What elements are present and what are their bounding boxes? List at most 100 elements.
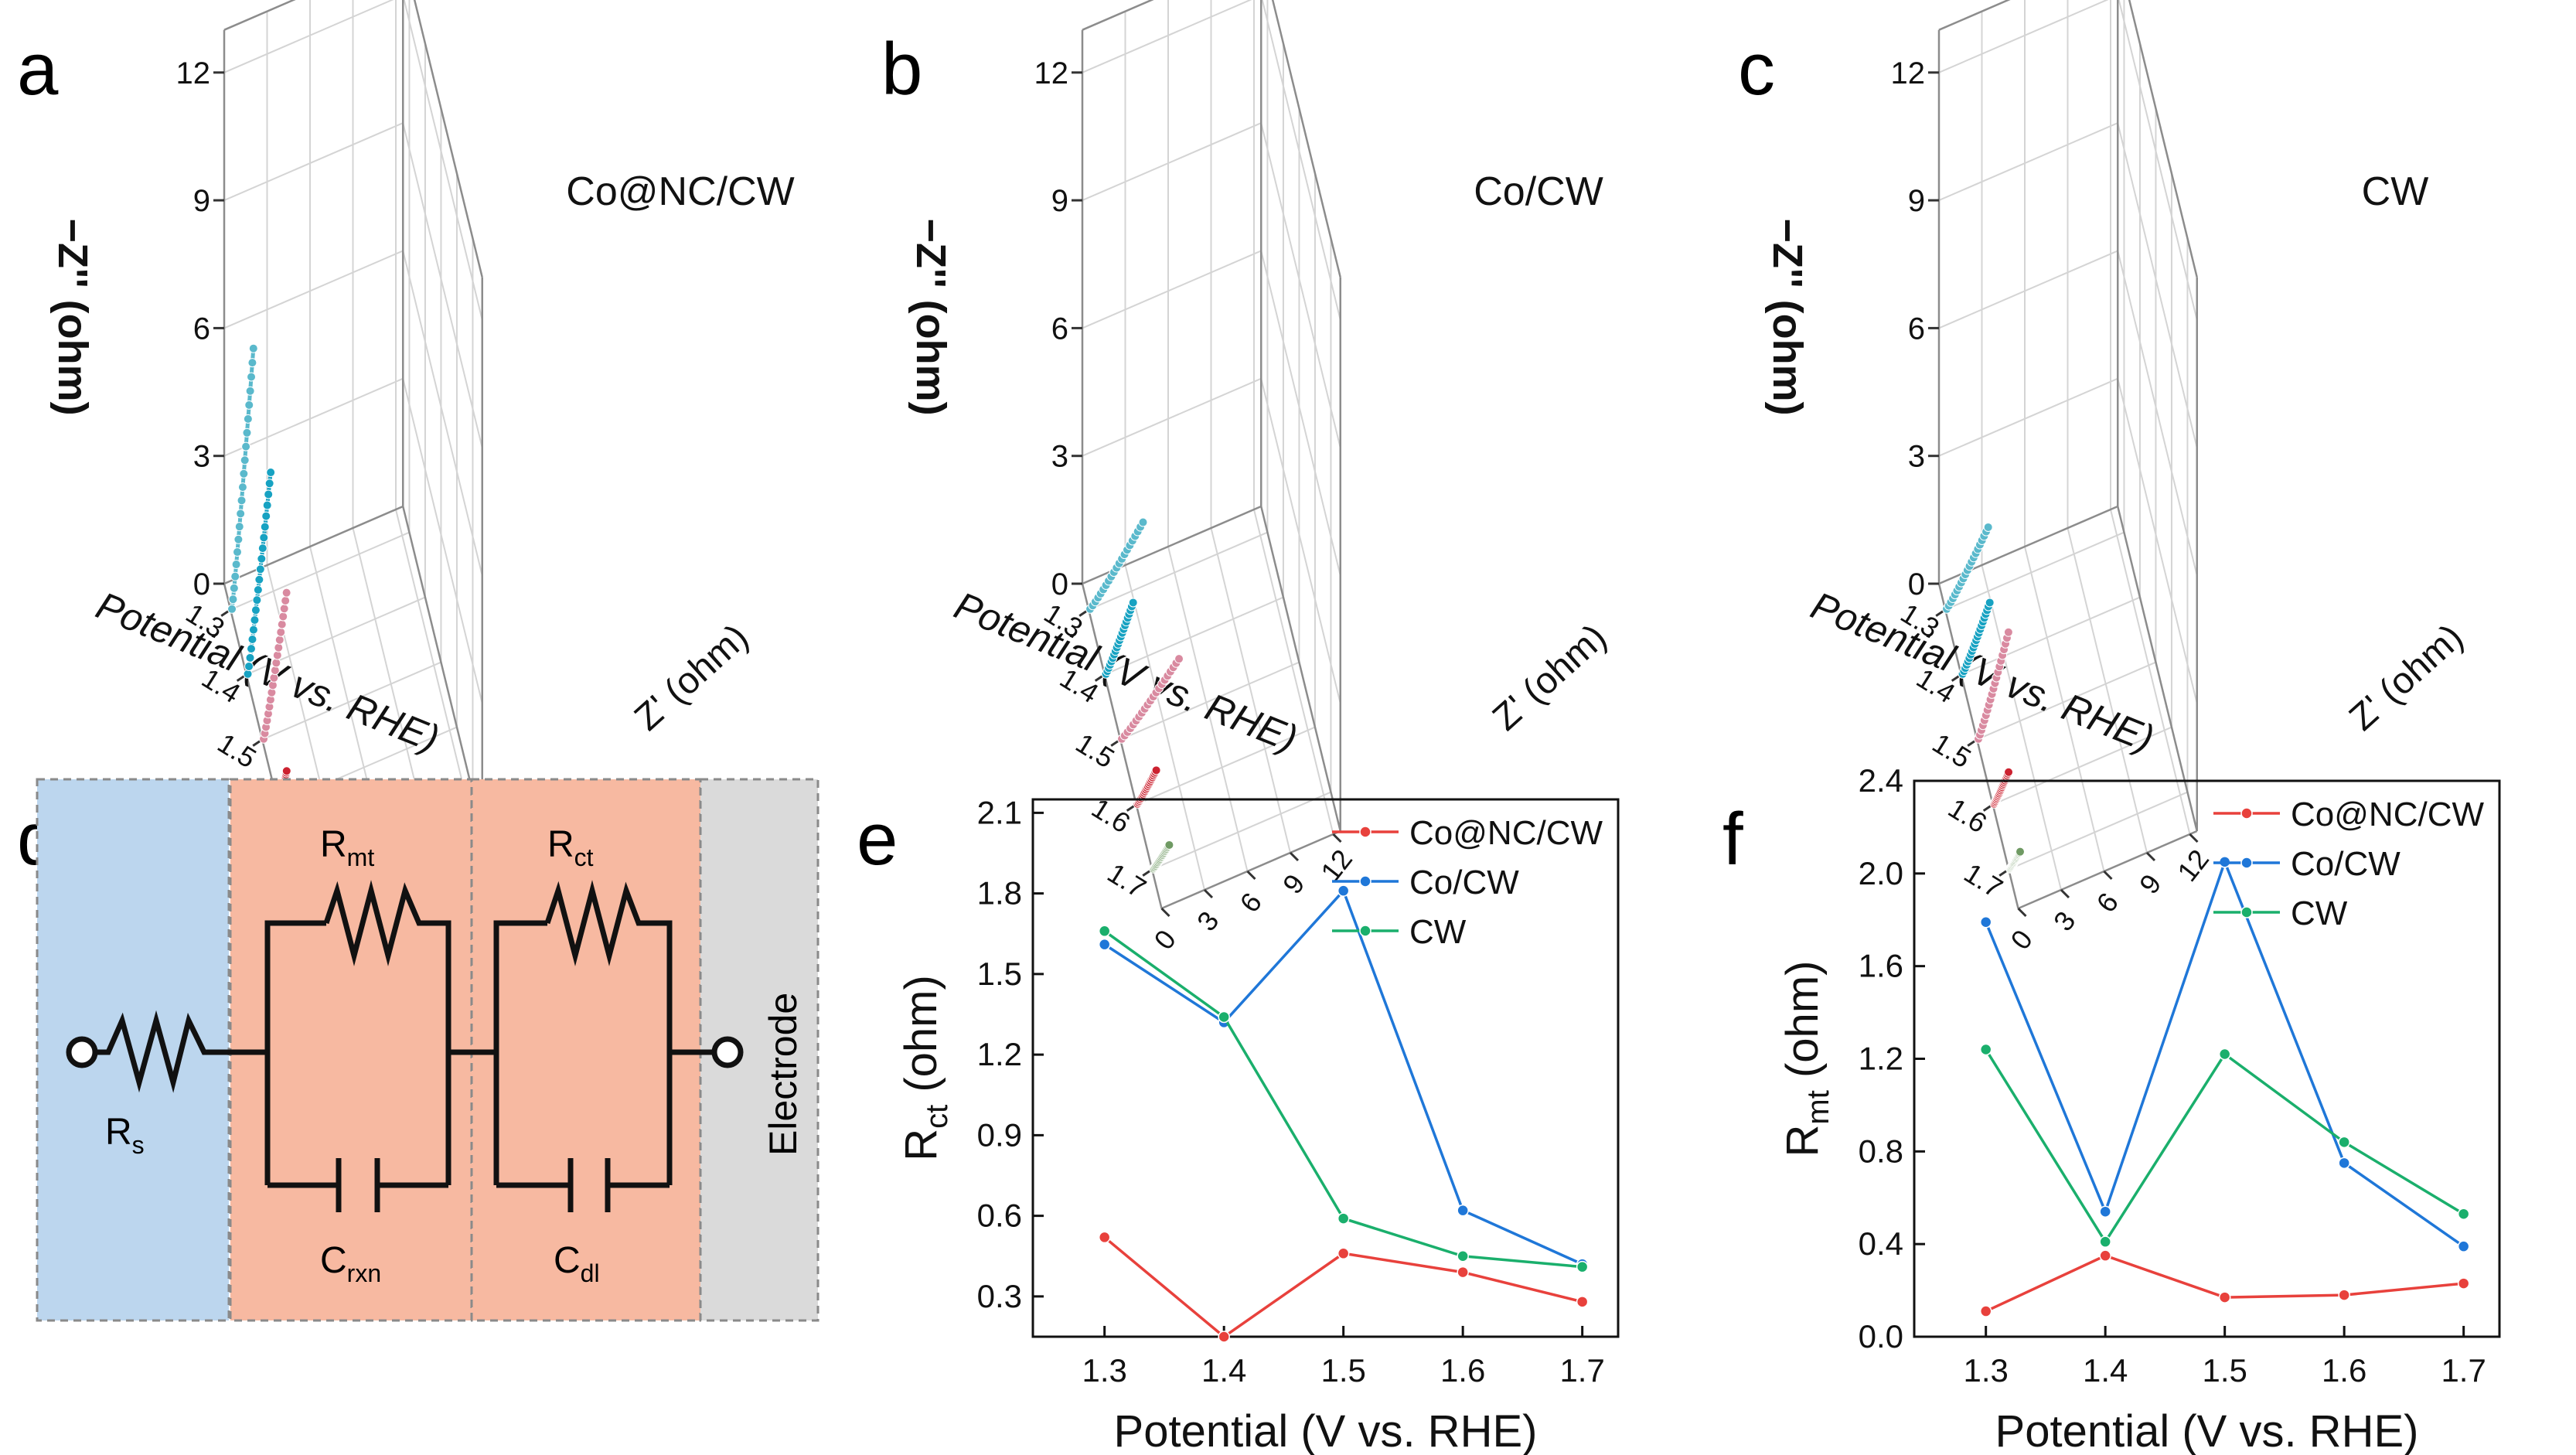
z-tick-label: 3	[1051, 440, 1068, 474]
rmt-label: Rmt	[320, 824, 374, 871]
panel-letter-c: c	[1738, 28, 1775, 111]
nyquist-point	[257, 554, 267, 564]
nyquist-point	[1164, 840, 1174, 850]
z-tick-label: 12	[1034, 56, 1069, 90]
grid-line	[1253, 509, 1334, 835]
z-tick-label: 12	[1891, 56, 1926, 90]
axis-box-edge	[1082, 505, 1262, 585]
grid-line	[1124, 564, 1205, 891]
data-point	[1098, 1231, 1111, 1244]
grid-line	[2117, 250, 2198, 576]
nyquist-point	[237, 482, 247, 492]
x-axis-title: Potential (V vs. RHE)	[1114, 1406, 1538, 1455]
data-point	[2457, 1208, 2470, 1220]
nyquist-point	[1138, 517, 1148, 527]
nyquist-point	[252, 595, 262, 605]
x-tick-label: 1.3	[1963, 1352, 2008, 1389]
nyquist-point	[250, 615, 260, 625]
zreal-tick-label: 6	[1233, 887, 1268, 918]
grid-line	[402, 250, 483, 576]
nyquist-point	[260, 522, 270, 532]
y-axis-title: Rct (ohm)	[896, 975, 954, 1161]
electrode-label: Electrode	[762, 993, 805, 1156]
zreal-tick-mark	[2060, 888, 2070, 899]
nyquist-point	[281, 595, 291, 605]
legend-marker	[2240, 807, 2253, 820]
x-tick-label: 1.7	[2441, 1352, 2486, 1389]
nyquist-point	[262, 500, 272, 510]
zreal-tick-mark	[1203, 888, 1214, 899]
data-point	[2099, 1235, 2111, 1248]
data-point	[2099, 1249, 2111, 1262]
grid-line	[261, 661, 441, 741]
nyquist-point	[2004, 767, 2014, 777]
legend-marker	[2240, 906, 2253, 918]
grid-line	[1992, 726, 2172, 806]
nyquist-point	[1128, 598, 1138, 608]
data-point	[1098, 938, 1111, 951]
nyquist-point	[281, 588, 291, 598]
nyquist-point	[259, 533, 269, 543]
zreal-tick-label: 0	[1147, 924, 1182, 956]
zreal-tick-label: 12	[2171, 843, 2215, 888]
z-tick-label: 6	[193, 312, 210, 346]
nyquist-point	[264, 479, 274, 489]
legend-marker	[1359, 925, 1371, 937]
potential-tick-label: 1.5	[1071, 727, 1120, 774]
axis-box-edge	[1260, 506, 1341, 832]
grid-line	[1981, 564, 2062, 891]
axis-box-edge	[223, 505, 404, 585]
data-point	[1576, 1260, 1589, 1273]
x-tick-label: 1.5	[1320, 1352, 1365, 1389]
nyquist-point	[228, 595, 238, 605]
data-point	[2338, 1289, 2350, 1301]
nyquist-point	[255, 564, 265, 574]
nyquist-point	[1985, 598, 1995, 608]
legend-label: CW	[2291, 894, 2348, 932]
y-axis-title: Rmt (ohm)	[1777, 961, 1835, 1157]
axis-box-edge	[1082, 0, 1154, 31]
z-tick-label: 3	[1908, 440, 1925, 474]
legend-marker	[2240, 857, 2253, 869]
data-point	[1576, 1296, 1589, 1308]
axis-box-edge	[223, 0, 296, 31]
nyquist-point	[246, 644, 256, 654]
y-tick-label: 2.4	[1859, 762, 1903, 799]
grid-line	[2117, 378, 2198, 704]
axis-box-edge	[2128, 0, 2198, 278]
nyquist-point	[237, 496, 247, 506]
nyquist-point	[276, 627, 286, 637]
rct-label: Rct	[547, 824, 594, 871]
nyquist-point	[242, 428, 252, 438]
z-tick-label: 6	[1908, 312, 1925, 346]
data-point	[2457, 1240, 2470, 1252]
nyquist-point	[271, 658, 281, 668]
zreal-tick-mark	[1246, 870, 1256, 881]
zreal-tick-mark	[2189, 833, 2199, 843]
panel-d-equivalent-circuit: Rs Rmt Rct Crxn Cdl Electrode	[36, 778, 819, 1322]
grid-line	[1119, 661, 1300, 741]
nyquist-point	[234, 522, 244, 532]
grid-line	[223, 0, 394, 73]
grid-line	[1136, 726, 1316, 806]
nyquist-point	[236, 509, 246, 519]
potential-tick-label: 1.5	[213, 727, 262, 774]
panel-letter-e: e	[857, 798, 898, 881]
axis-box-edge	[1161, 830, 1341, 910]
nyquist-point	[281, 766, 291, 776]
nyquist-point	[244, 661, 254, 671]
data-point	[1457, 1250, 1469, 1262]
zreal-axis-title: Z' (ohm)	[627, 617, 756, 739]
data-point	[1337, 1247, 1350, 1260]
nyquist-point	[278, 612, 288, 622]
legend-label: Co@NC/CW	[2291, 796, 2484, 833]
nyquist-point	[279, 604, 289, 614]
grid-line	[1082, 0, 1252, 73]
axis-box-edge	[1938, 0, 2011, 31]
grid-line	[1260, 378, 1341, 704]
zreal-tick-mark	[1289, 851, 1300, 862]
data-point	[1218, 1010, 1230, 1024]
y-tick-label: 1.2	[977, 1036, 1022, 1072]
reaction-region-box	[229, 778, 473, 1322]
